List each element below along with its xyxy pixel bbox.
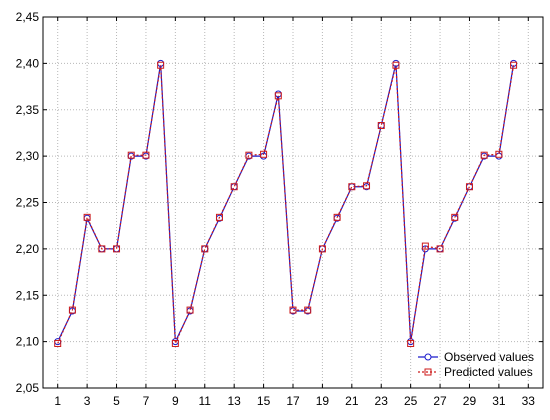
data-point-predicted xyxy=(186,306,194,314)
data-point-predicted xyxy=(83,213,91,221)
y-tick-label: 2,20 xyxy=(16,242,40,256)
x-tick-label: 25 xyxy=(404,394,418,408)
x-tick-label: 7 xyxy=(143,394,150,408)
series-line xyxy=(57,65,515,344)
y-tick-label: 2,25 xyxy=(16,196,40,210)
x-tick-label: 11 xyxy=(199,394,212,408)
data-point-predicted xyxy=(215,213,223,221)
data-point-predicted xyxy=(54,339,62,347)
x-tick-label: 13 xyxy=(227,394,241,408)
y-tick-label: 2,30 xyxy=(16,149,40,163)
x-tick-label: 23 xyxy=(375,394,389,408)
y-tick-label: 2,45 xyxy=(16,10,40,24)
data-point-predicted xyxy=(436,245,444,253)
data-point-predicted xyxy=(392,61,400,69)
data-point-predicted xyxy=(465,183,473,191)
series-predicted xyxy=(54,61,518,347)
x-tick-label: 17 xyxy=(286,394,300,408)
data-point-predicted xyxy=(421,242,429,250)
data-point-predicted xyxy=(142,151,150,159)
legend-label: Observed values xyxy=(444,350,534,364)
y-tick-label: 2,10 xyxy=(16,335,40,349)
x-tick-label: 31 xyxy=(492,394,506,408)
x-tick-label: 1 xyxy=(54,394,61,408)
data-point-predicted xyxy=(480,151,488,159)
x-tick-label: 33 xyxy=(522,394,536,408)
data-point-predicted xyxy=(127,151,135,159)
data-point-observed xyxy=(465,183,473,191)
y-tick-label: 2,05 xyxy=(16,381,40,395)
x-tick-label: 15 xyxy=(257,394,271,408)
data-point-predicted xyxy=(510,61,518,69)
x-tick-label: 29 xyxy=(463,394,477,408)
legend-marker-square xyxy=(424,368,432,376)
data-point-predicted xyxy=(377,122,385,130)
series-layer xyxy=(54,59,518,347)
data-point-observed xyxy=(230,183,238,191)
x-tick-label: 9 xyxy=(172,394,179,408)
y-tick-label: 2,40 xyxy=(16,56,40,70)
data-point-predicted xyxy=(363,182,371,190)
x-tick-label: 21 xyxy=(345,394,359,408)
axis-layer: 2,052,102,152,202,252,302,352,402,451 3 5 7… xyxy=(16,10,544,408)
data-point-predicted xyxy=(201,245,209,253)
data-point-predicted xyxy=(157,61,165,69)
legend-label: Predicted values xyxy=(444,365,533,379)
data-point-predicted xyxy=(407,339,415,347)
y-tick-label: 2,15 xyxy=(16,288,40,302)
data-point-predicted xyxy=(260,150,268,158)
data-point-predicted xyxy=(68,306,76,314)
x-tick-label: 19 xyxy=(316,394,330,408)
y-tick-label: 2,35 xyxy=(16,103,40,117)
legend-marker-circle xyxy=(424,353,432,361)
x-tick-label: 27 xyxy=(433,394,447,408)
data-point-predicted xyxy=(495,150,503,158)
data-point-predicted xyxy=(171,339,179,347)
data-point-predicted xyxy=(274,92,282,100)
data-point-predicted xyxy=(318,245,326,253)
data-point-predicted xyxy=(333,213,341,221)
data-point-predicted xyxy=(113,245,121,253)
data-point-predicted xyxy=(304,306,312,314)
grid-layer xyxy=(43,17,543,388)
data-point-predicted xyxy=(98,245,106,253)
data-point-predicted xyxy=(451,213,459,221)
data-point-predicted xyxy=(289,306,297,314)
data-point-predicted xyxy=(230,183,238,191)
x-tick-label: 3 xyxy=(84,394,91,408)
x-tick-label: 5 xyxy=(113,394,120,408)
data-point-predicted xyxy=(245,151,253,159)
data-point-predicted xyxy=(348,183,356,191)
